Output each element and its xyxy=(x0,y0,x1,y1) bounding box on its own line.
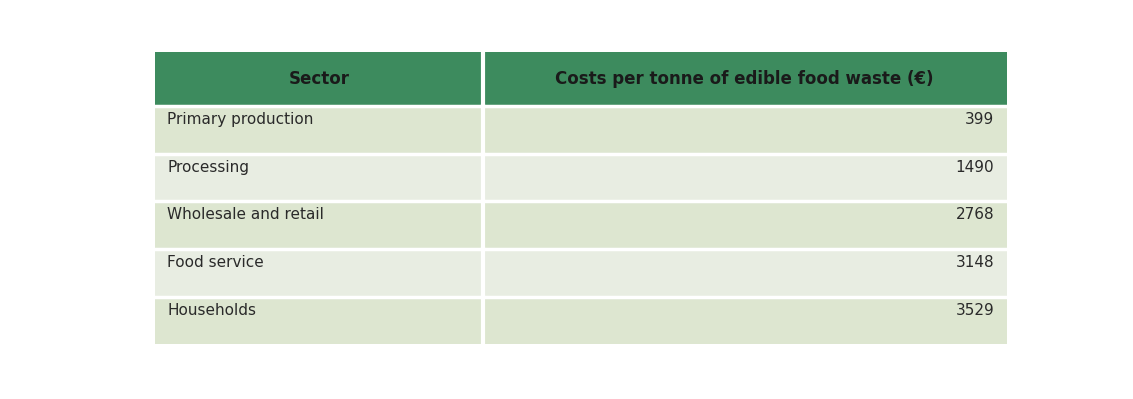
Bar xyxy=(155,249,483,297)
Text: 3529: 3529 xyxy=(955,302,995,318)
Text: 399: 399 xyxy=(965,112,995,127)
Text: 3148: 3148 xyxy=(955,255,995,270)
Bar xyxy=(155,154,483,201)
Bar xyxy=(483,106,1006,154)
Text: Costs per tonne of edible food waste (€): Costs per tonne of edible food waste (€) xyxy=(555,70,934,88)
Text: Sector: Sector xyxy=(288,70,349,88)
Text: Households: Households xyxy=(167,302,256,318)
Bar xyxy=(483,297,1006,344)
Bar xyxy=(155,201,483,249)
Text: Primary production: Primary production xyxy=(167,112,314,127)
Text: 2768: 2768 xyxy=(955,207,995,222)
Text: Food service: Food service xyxy=(167,255,264,270)
Text: Wholesale and retail: Wholesale and retail xyxy=(167,207,324,222)
Bar xyxy=(483,53,1006,106)
Text: 1490: 1490 xyxy=(955,160,995,175)
Bar xyxy=(155,297,483,344)
Bar xyxy=(483,249,1006,297)
Text: Processing: Processing xyxy=(167,160,249,175)
Bar xyxy=(483,154,1006,201)
Bar xyxy=(155,106,483,154)
Bar xyxy=(155,53,483,106)
Bar xyxy=(483,201,1006,249)
